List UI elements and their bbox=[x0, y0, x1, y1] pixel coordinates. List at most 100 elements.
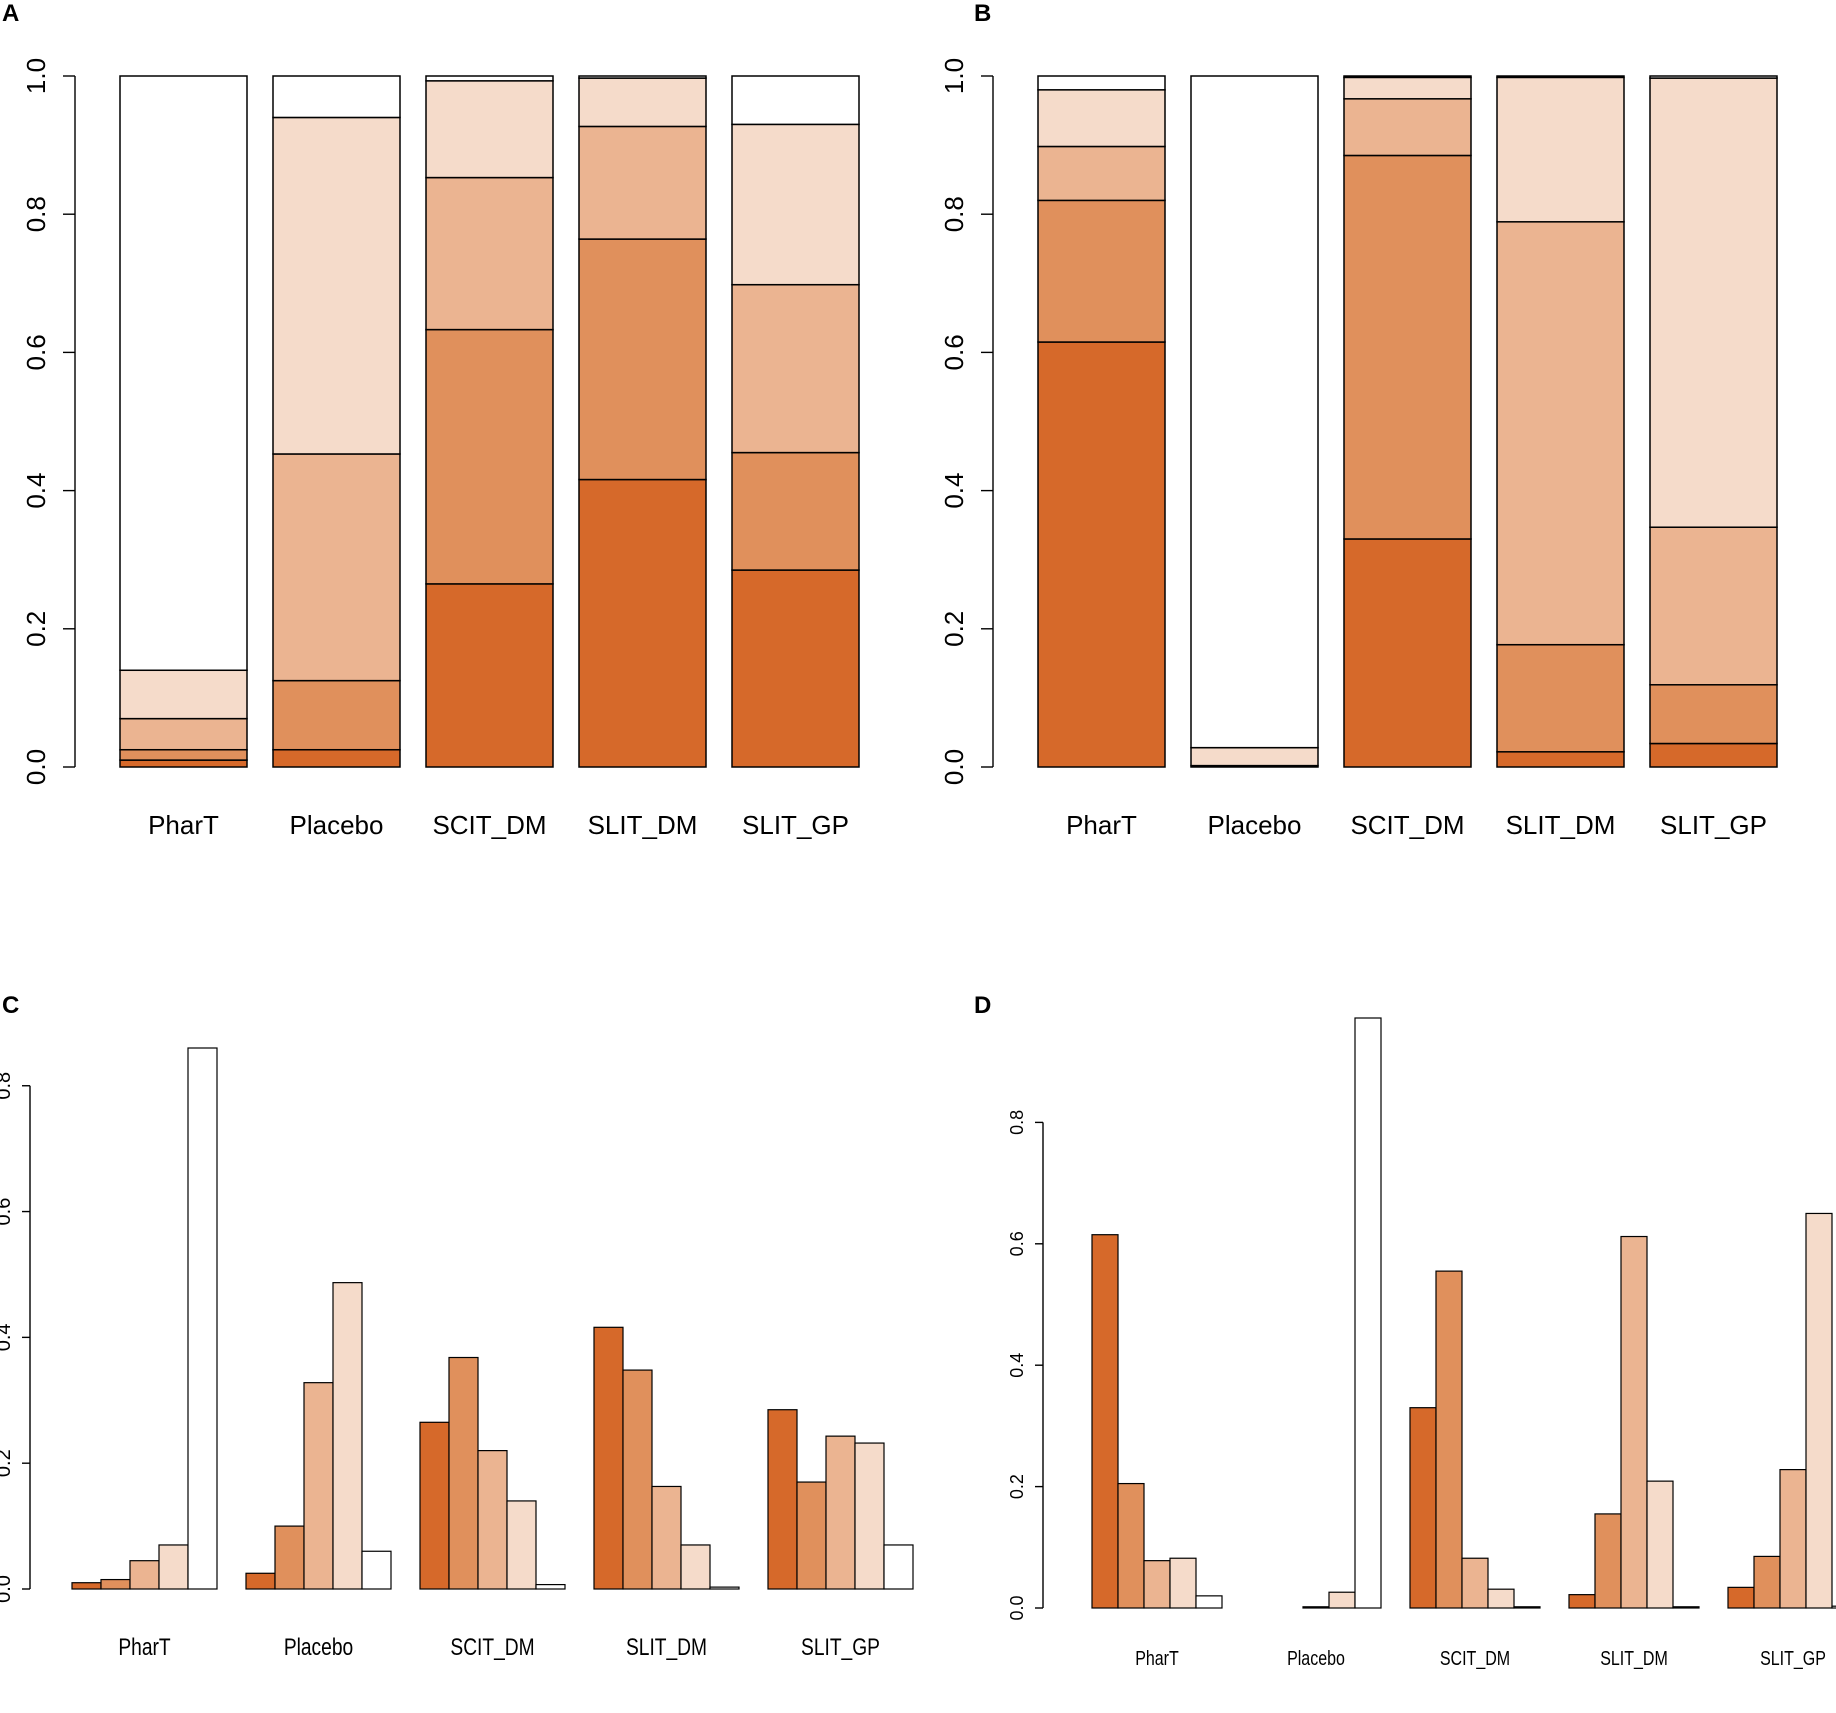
panel-label-a: A bbox=[2, 0, 20, 27]
chart-c-bar-PharT-level3 bbox=[129, 1560, 160, 1590]
chart-a-y-tick-label-0.2: 0.2 bbox=[21, 611, 51, 647]
chart-c-bar-SLIT_DM-level3 bbox=[651, 1485, 682, 1590]
chart-a-y-tick-label-0.8: 0.8 bbox=[21, 196, 51, 232]
chart-a-bar-SLIT_DM-level5 bbox=[578, 75, 707, 79]
chart-c-bar-SCIT_DM-level1 bbox=[419, 1421, 450, 1590]
chart-a-bar-SLIT_GP-level5 bbox=[731, 75, 860, 126]
chart-c-bar-PharT-level4 bbox=[158, 1544, 189, 1590]
chart-d-bar-SLIT_GP-level4 bbox=[1805, 1212, 1833, 1609]
chart-d-bar-SCIT_DM-level5 bbox=[1513, 1606, 1541, 1609]
chart-d-bar-SLIT_DM-level5 bbox=[1672, 1606, 1700, 1609]
chart-b-x-label-SLIT_GP: SLIT_GP bbox=[1660, 810, 1767, 840]
chart-c-bar-SLIT_GP-level1 bbox=[767, 1409, 798, 1590]
chart-b-bar-SCIT_DM-level2 bbox=[1343, 154, 1472, 540]
chart-a-x-label-Placebo: Placebo bbox=[290, 810, 384, 840]
panel-label-b: B bbox=[974, 0, 992, 27]
chart-d-y-tick-label-0.2: 0.2 bbox=[1007, 1474, 1027, 1499]
chart-c-bar-Placebo-level3 bbox=[303, 1382, 334, 1590]
chart-d-bar-Placebo-level3 bbox=[1302, 1606, 1330, 1609]
chart-a-bar-Placebo-level1 bbox=[272, 748, 401, 768]
chart-d-bar-SLIT_GP-level2 bbox=[1753, 1555, 1781, 1609]
chart-b-y-tick-label-0.2: 0.2 bbox=[939, 611, 969, 647]
chart-b-stacked-bar: 0.0 0.2 0.4 0.6 0.8 1.0 PharT Placebo SCIT_DM SLI… bbox=[939, 58, 1778, 840]
chart-c-bar-Placebo-level2 bbox=[274, 1525, 305, 1590]
chart-b-bar-PharT-level5 bbox=[1037, 75, 1166, 91]
chart-d-bar-Placebo-level4 bbox=[1328, 1591, 1356, 1609]
chart-b-x-label-SCIT_DM: SCIT_DM bbox=[1350, 810, 1464, 840]
chart-b-bar-SLIT_DM-level4 bbox=[1496, 76, 1625, 223]
chart-b-bar-SLIT_GP-level5 bbox=[1649, 75, 1778, 79]
chart-d-bar-SLIT_DM-level4 bbox=[1646, 1480, 1674, 1609]
chart-a-bar-PharT-level2 bbox=[119, 748, 248, 761]
chart-b-bar-SCIT_DM-level5 bbox=[1343, 75, 1472, 79]
chart-c-bar-SLIT_GP-level4 bbox=[854, 1442, 885, 1590]
chart-a-bar-SLIT_DM-level3 bbox=[578, 125, 707, 240]
chart-c-bar-SCIT_DM-level5 bbox=[535, 1583, 566, 1590]
chart-c-bar-SLIT_GP-level5 bbox=[883, 1544, 914, 1590]
chart-c-bar-PharT-level2 bbox=[100, 1578, 131, 1590]
chart-d-x-label-SLIT_DM: SLIT_DM bbox=[1600, 1647, 1668, 1670]
chart-c-y-tick-label-0.0: 0.0 bbox=[0, 1575, 15, 1603]
chart-c-bar-PharT-level1 bbox=[71, 1582, 102, 1590]
chart-b-bar-Placebo-level5 bbox=[1190, 75, 1319, 749]
chart-c-x-label-SLIT_DM: SLIT_DM bbox=[626, 1633, 707, 1661]
chart-c-bar-SLIT_GP-level2 bbox=[796, 1481, 827, 1590]
chart-c-bar-SCIT_DM-level2 bbox=[448, 1356, 479, 1590]
chart-c-x-label-SCIT_DM: SCIT_DM bbox=[450, 1633, 534, 1661]
chart-a-bar-Placebo-level5 bbox=[272, 75, 401, 119]
chart-a-y-tick-label-0.4: 0.4 bbox=[21, 473, 51, 509]
chart-d-y-tick-label-0.6: 0.6 bbox=[1007, 1231, 1027, 1256]
chart-d-x-label-SCIT_DM: SCIT_DM bbox=[1440, 1647, 1510, 1670]
chart-b-y-tick-label-0.0: 0.0 bbox=[939, 749, 969, 785]
chart-d-y-tick-label-0.8: 0.8 bbox=[1007, 1110, 1027, 1135]
chart-d-x-label-SLIT_GP: SLIT_GP bbox=[1760, 1647, 1826, 1670]
chart-a-bar-SLIT_GP-level1 bbox=[731, 569, 860, 768]
chart-b-bar-PharT-level4 bbox=[1037, 89, 1166, 148]
chart-c-bar-SLIT_DM-level5 bbox=[709, 1586, 740, 1590]
chart-c-bar-SCIT_DM-level4 bbox=[506, 1500, 537, 1590]
chart-a-stacked-bar: 0.0 0.2 0.4 0.6 0.8 1.0 PharT Placebo SCIT_DM SLI… bbox=[21, 58, 860, 840]
chart-d-bar-SLIT_GP-level5 bbox=[1831, 1605, 1836, 1609]
chart-a-bar-SCIT_DM-level4 bbox=[425, 80, 554, 179]
chart-a-bar-PharT-level1 bbox=[119, 759, 248, 768]
chart-d-grouped-bar: 0.0 0.2 0.4 0.6 0.8 PharT Placebo SCIT_DM SLIT_D… bbox=[1007, 1017, 1836, 1671]
chart-a-y-tick-label-0.6: 0.6 bbox=[21, 334, 51, 370]
chart-c-y-tick-label-0.2: 0.2 bbox=[0, 1449, 15, 1477]
chart-d-y-tick-label-0.0: 0.0 bbox=[1007, 1595, 1027, 1620]
chart-d-bar-SCIT_DM-level3 bbox=[1461, 1557, 1489, 1609]
chart-b-bar-SCIT_DM-level3 bbox=[1343, 98, 1472, 157]
chart-b-bar-SLIT_DM-level5 bbox=[1496, 75, 1625, 79]
chart-c-bar-SLIT_GP-level3 bbox=[825, 1435, 856, 1590]
chart-b-bar-SLIT_GP-level1 bbox=[1649, 742, 1778, 768]
chart-a-bar-SLIT_GP-level3 bbox=[731, 283, 860, 454]
chart-d-bar-PharT-level5 bbox=[1195, 1595, 1223, 1609]
chart-c-bar-Placebo-level4 bbox=[332, 1282, 363, 1590]
chart-b-x-label-Placebo: Placebo bbox=[1208, 810, 1302, 840]
chart-a-y-tick-label-1.0: 1.0 bbox=[21, 58, 51, 94]
chart-a-x-label-SLIT_DM: SLIT_DM bbox=[588, 810, 698, 840]
chart-c-x-label-SLIT_GP: SLIT_GP bbox=[801, 1633, 880, 1661]
chart-d-bar-SLIT_DM-level2 bbox=[1594, 1513, 1622, 1609]
chart-a-bar-PharT-level3 bbox=[119, 717, 248, 751]
chart-b-y-tick-label-0.8: 0.8 bbox=[939, 196, 969, 232]
chart-c-bar-PharT-level5 bbox=[187, 1047, 218, 1590]
chart-c-bar-SLIT_DM-level1 bbox=[593, 1326, 624, 1590]
chart-d-bar-SCIT_DM-level2 bbox=[1435, 1270, 1463, 1609]
chart-b-y-tick-label-0.6: 0.6 bbox=[939, 334, 969, 370]
chart-c-bar-SCIT_DM-level3 bbox=[477, 1450, 508, 1590]
chart-b-bar-SLIT_GP-level2 bbox=[1649, 684, 1778, 745]
chart-c-y-tick-label-0.8: 0.8 bbox=[0, 1072, 15, 1100]
chart-c-grouped-bar: 0.0 0.2 0.4 0.6 0.8 PharT Placebo SCIT_DM SLIT_D… bbox=[0, 1047, 914, 1661]
chart-a-bar-SCIT_DM-level1 bbox=[425, 583, 554, 768]
chart-b-y-tick-label-1.0: 1.0 bbox=[939, 58, 969, 94]
chart-a-bar-SLIT_DM-level1 bbox=[578, 478, 707, 768]
chart-b-bar-PharT-level2 bbox=[1037, 199, 1166, 343]
chart-d-bar-SCIT_DM-level1 bbox=[1409, 1407, 1437, 1609]
chart-b-bar-PharT-level3 bbox=[1037, 145, 1166, 202]
chart-a-bar-Placebo-level3 bbox=[272, 453, 401, 682]
chart-a-bar-SCIT_DM-level5 bbox=[425, 75, 554, 82]
chart-a-bar-SCIT_DM-level2 bbox=[425, 328, 554, 585]
chart-b-bar-PharT-level1 bbox=[1037, 341, 1166, 768]
chart-a-bar-Placebo-level2 bbox=[272, 679, 401, 751]
panel-label-c: C bbox=[2, 992, 20, 1019]
